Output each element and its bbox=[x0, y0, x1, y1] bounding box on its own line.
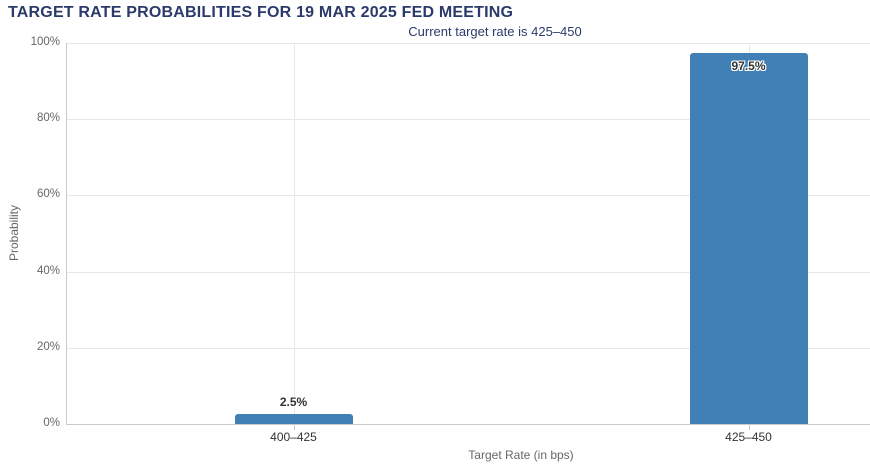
y-tick-label: 40% bbox=[36, 264, 60, 277]
chart-subtitle: Current target rate is 425–450 bbox=[408, 24, 582, 39]
x-tick-label: 425–450 bbox=[725, 430, 772, 444]
y-gridline bbox=[66, 119, 870, 121]
y-tick-label: 100% bbox=[30, 36, 60, 48]
bar-value-label: 97.5% bbox=[731, 58, 766, 73]
y-axis-line bbox=[66, 43, 67, 425]
chart-title: TARGET RATE PROBABILITIES FOR 19 MAR 202… bbox=[8, 4, 514, 21]
y-tick-label: 0% bbox=[43, 417, 60, 429]
category-gridline bbox=[293, 43, 295, 424]
y-gridline bbox=[66, 43, 870, 44]
x-axis-line bbox=[66, 424, 870, 425]
y-tick-label: 20% bbox=[36, 340, 60, 353]
y-gridline bbox=[66, 195, 870, 197]
x-axis-tick bbox=[748, 424, 750, 430]
x-tick-label: 400–425 bbox=[270, 430, 317, 444]
y-axis-title: Probability bbox=[7, 204, 21, 262]
y-gridline bbox=[66, 271, 870, 273]
bar-425–450[interactable] bbox=[689, 52, 808, 424]
bar-value-label: 2.5% bbox=[279, 395, 308, 410]
y-tick-label: 60% bbox=[36, 188, 60, 201]
y-tick-label: 80% bbox=[36, 112, 60, 125]
x-axis-tick bbox=[293, 424, 295, 430]
y-gridline bbox=[66, 347, 870, 349]
bar-400–425[interactable] bbox=[234, 414, 353, 424]
x-axis-title: Target Rate (in bps) bbox=[468, 448, 574, 462]
